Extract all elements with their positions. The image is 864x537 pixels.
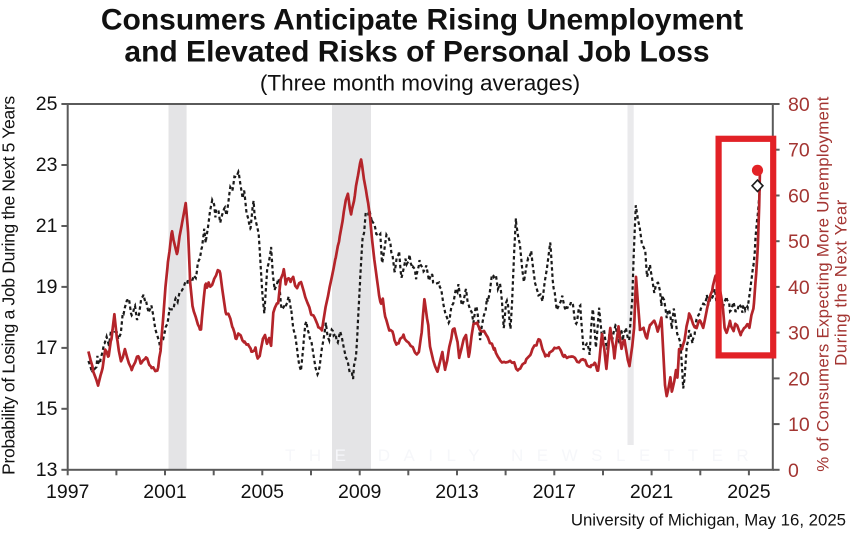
svg-text:19: 19 [36, 276, 58, 298]
svg-text:During the Next Year: During the Next Year [832, 199, 851, 366]
svg-text:2005: 2005 [241, 481, 285, 503]
svg-text:10: 10 [788, 414, 810, 436]
svg-text:80: 80 [788, 94, 810, 116]
svg-text:and Elevated Risks of Personal: and Elevated Risks of Personal Job Loss [124, 35, 709, 68]
svg-text:2025: 2025 [727, 481, 771, 503]
svg-text:2001: 2001 [143, 481, 186, 503]
svg-text:13: 13 [36, 459, 58, 481]
svg-text:2013: 2013 [435, 481, 478, 503]
svg-text:15: 15 [36, 398, 58, 420]
svg-text:20: 20 [788, 368, 810, 390]
svg-text:50: 50 [788, 231, 810, 253]
svg-text:30: 30 [788, 323, 810, 345]
svg-text:70: 70 [788, 140, 810, 162]
svg-text:2021: 2021 [630, 481, 673, 503]
svg-text:60: 60 [788, 186, 810, 208]
svg-text:(Three month moving averages): (Three month moving averages) [260, 70, 580, 95]
svg-text:1997: 1997 [46, 481, 89, 503]
svg-text:25: 25 [36, 93, 58, 115]
svg-text:21: 21 [36, 215, 58, 237]
svg-text:University of Michigan, May 16: University of Michigan, May 16, 2025 [571, 511, 846, 530]
svg-text:2009: 2009 [338, 481, 381, 503]
svg-text:17: 17 [36, 337, 58, 359]
svg-text:2017: 2017 [533, 481, 576, 503]
svg-text:40: 40 [788, 277, 810, 299]
svg-text:Probability of Losing a Job Du: Probability of Losing a Job During the N… [0, 96, 19, 475]
svg-text:0: 0 [788, 460, 799, 482]
svg-text:THE DAILY NEWSLETTER: THE DAILY NEWSLETTER [285, 446, 762, 465]
svg-text:Consumers Anticipate Rising Un: Consumers Anticipate Rising Unemployment [101, 3, 743, 36]
svg-text:% of Consumers Expecting More: % of Consumers Expecting More Unemployme… [814, 96, 833, 471]
svg-text:23: 23 [36, 154, 58, 176]
